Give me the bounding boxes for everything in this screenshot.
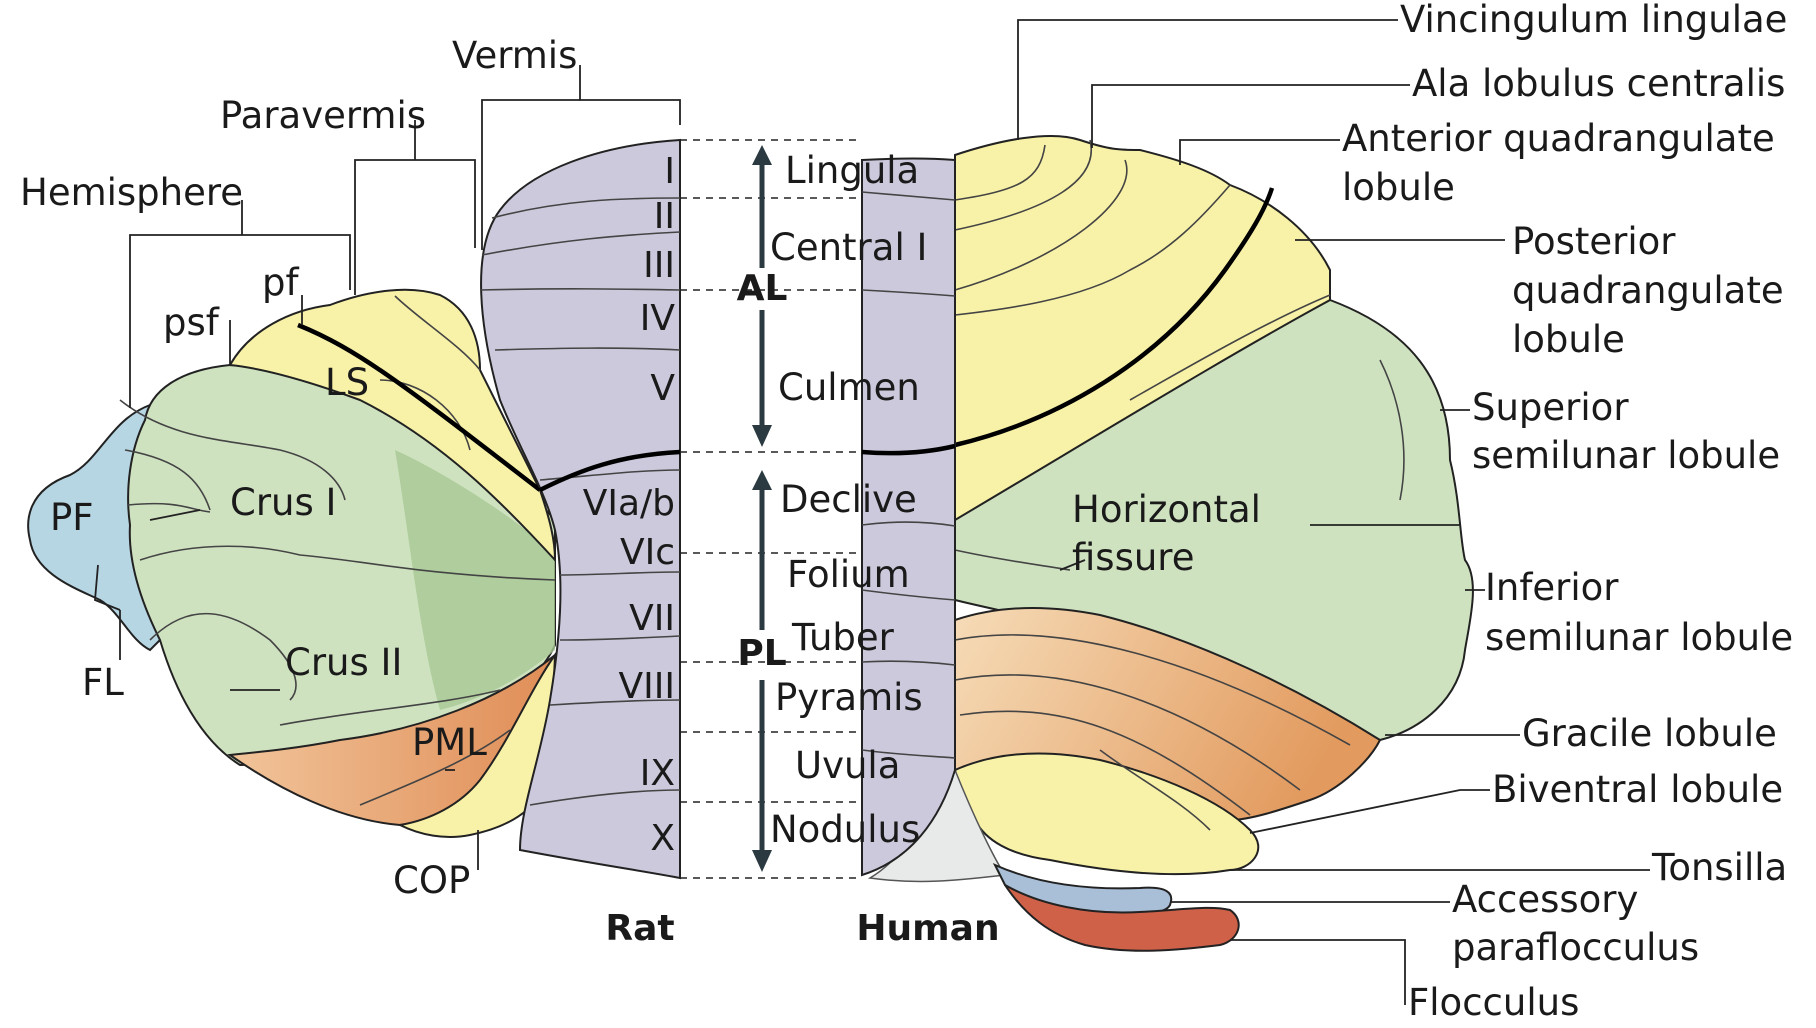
label-fl: FL [82, 661, 124, 704]
label-superior-semi-2: semilunar lobule [1472, 434, 1780, 477]
lobule-I: I [664, 151, 675, 192]
rat-paraflocculus-region [27, 403, 161, 652]
lobule-VIc: VIc [620, 532, 675, 573]
lobe-arrows [752, 145, 772, 872]
label-pf-paraflocculus: PF [50, 496, 94, 539]
lobule-VIa-b: VIa/b [583, 483, 675, 524]
label-central-1: Central I [770, 226, 927, 269]
lobule-IX: IX [640, 753, 675, 794]
lobule-VII: VII [629, 598, 675, 639]
label-crus-1: Crus I [230, 481, 336, 524]
label-tuber: Tuber [791, 616, 895, 659]
rat-cerebellum [27, 288, 557, 838]
label-culmen: Culmen [778, 366, 920, 409]
label-vermis: Vermis [452, 34, 577, 77]
rat-leader-lines [94, 65, 681, 870]
label-tonsilla: Tonsilla [1651, 846, 1787, 889]
label-anterior-lobe: AL [737, 268, 788, 309]
label-anterior-quad-1: Anterior quadrangulate [1342, 117, 1775, 160]
label-hemisphere: Hemisphere [20, 171, 243, 214]
lobule-VIII: VIII [619, 666, 675, 707]
label-nodulus: Nodulus [770, 808, 920, 851]
label-inferior-semi-2: semilunar lobule [1485, 616, 1793, 659]
lobule-II: II [654, 196, 675, 237]
rat-cop-region [396, 651, 557, 838]
label-pf: pf [262, 261, 299, 304]
label-pml: PML [412, 721, 487, 764]
label-psf: psf [163, 301, 220, 344]
lobule-III: III [643, 245, 675, 286]
label-horizontal-1: Horizontal [1072, 488, 1261, 531]
human-cerebellum [867, 135, 1474, 952]
label-gracile: Gracile lobule [1522, 712, 1777, 755]
label-lingula: Lingula [785, 149, 919, 192]
label-pyramis: Pyramis [775, 676, 923, 719]
human-vermis-lobule-labels: Lingula Central I Culmen Declive Folium … [770, 149, 927, 851]
label-paravermis: Paravermis [220, 94, 426, 137]
lobule-connectors [680, 139, 862, 879]
label-horizontal-2: fissure [1072, 536, 1194, 579]
rat-vermis-primary-fissure [538, 449, 681, 493]
human-flocculus-region [1004, 884, 1240, 952]
rat-simple-lobule-region [228, 288, 557, 563]
label-cop: COP [393, 859, 470, 902]
label-superior-semi-1: Superior [1472, 386, 1629, 429]
label-rat: Rat [605, 908, 674, 949]
human-anterior-lobe-region [954, 135, 1331, 522]
human-leader-lines [1017, 19, 1650, 1005]
label-human: Human [856, 908, 999, 949]
lobule-X: X [650, 818, 675, 859]
label-anterior-quad-2: lobule [1342, 166, 1455, 209]
human-vermis-primary-fissure [861, 443, 956, 456]
lobule-IV: IV [640, 298, 676, 339]
label-crus-2: Crus II [285, 641, 402, 684]
human-vermis [861, 157, 956, 877]
rat-vermis-region [480, 138, 681, 880]
label-posterior-quad-1: Posterior [1512, 220, 1676, 263]
label-biventral: Biventral lobule [1492, 768, 1783, 811]
lobule-V: V [650, 368, 675, 409]
rat-dark-green-strip [395, 450, 555, 710]
label-vincingulum: Vincingulum lingulae [1400, 0, 1787, 41]
label-accessory-1: Accessory [1452, 878, 1638, 921]
human-vermis-region [861, 157, 956, 877]
label-ala: Ala lobulus centralis [1412, 62, 1785, 105]
label-accessory-2: paraflocculus [1452, 926, 1699, 969]
rat-primary-fissure [297, 322, 542, 492]
label-flocculus: Flocculus [1408, 981, 1579, 1024]
label-posterior-quad-3: lobule [1512, 318, 1625, 361]
vermis-lobule-labels: I II III IV V VIa/b VIc VII VIII IX X [583, 151, 676, 859]
label-declive: Declive [780, 478, 917, 521]
human-primary-fissure [954, 187, 1275, 448]
label-posterior-lobe: PL [737, 633, 786, 674]
label-inferior-semi-1: Inferior [1485, 566, 1619, 609]
label-uvula: Uvula [795, 744, 900, 787]
label-ls: LS [325, 361, 369, 404]
rat-vermis [479, 138, 681, 880]
label-posterior-quad-2: quadrangulate [1512, 269, 1784, 312]
label-folium: Folium [787, 553, 910, 596]
